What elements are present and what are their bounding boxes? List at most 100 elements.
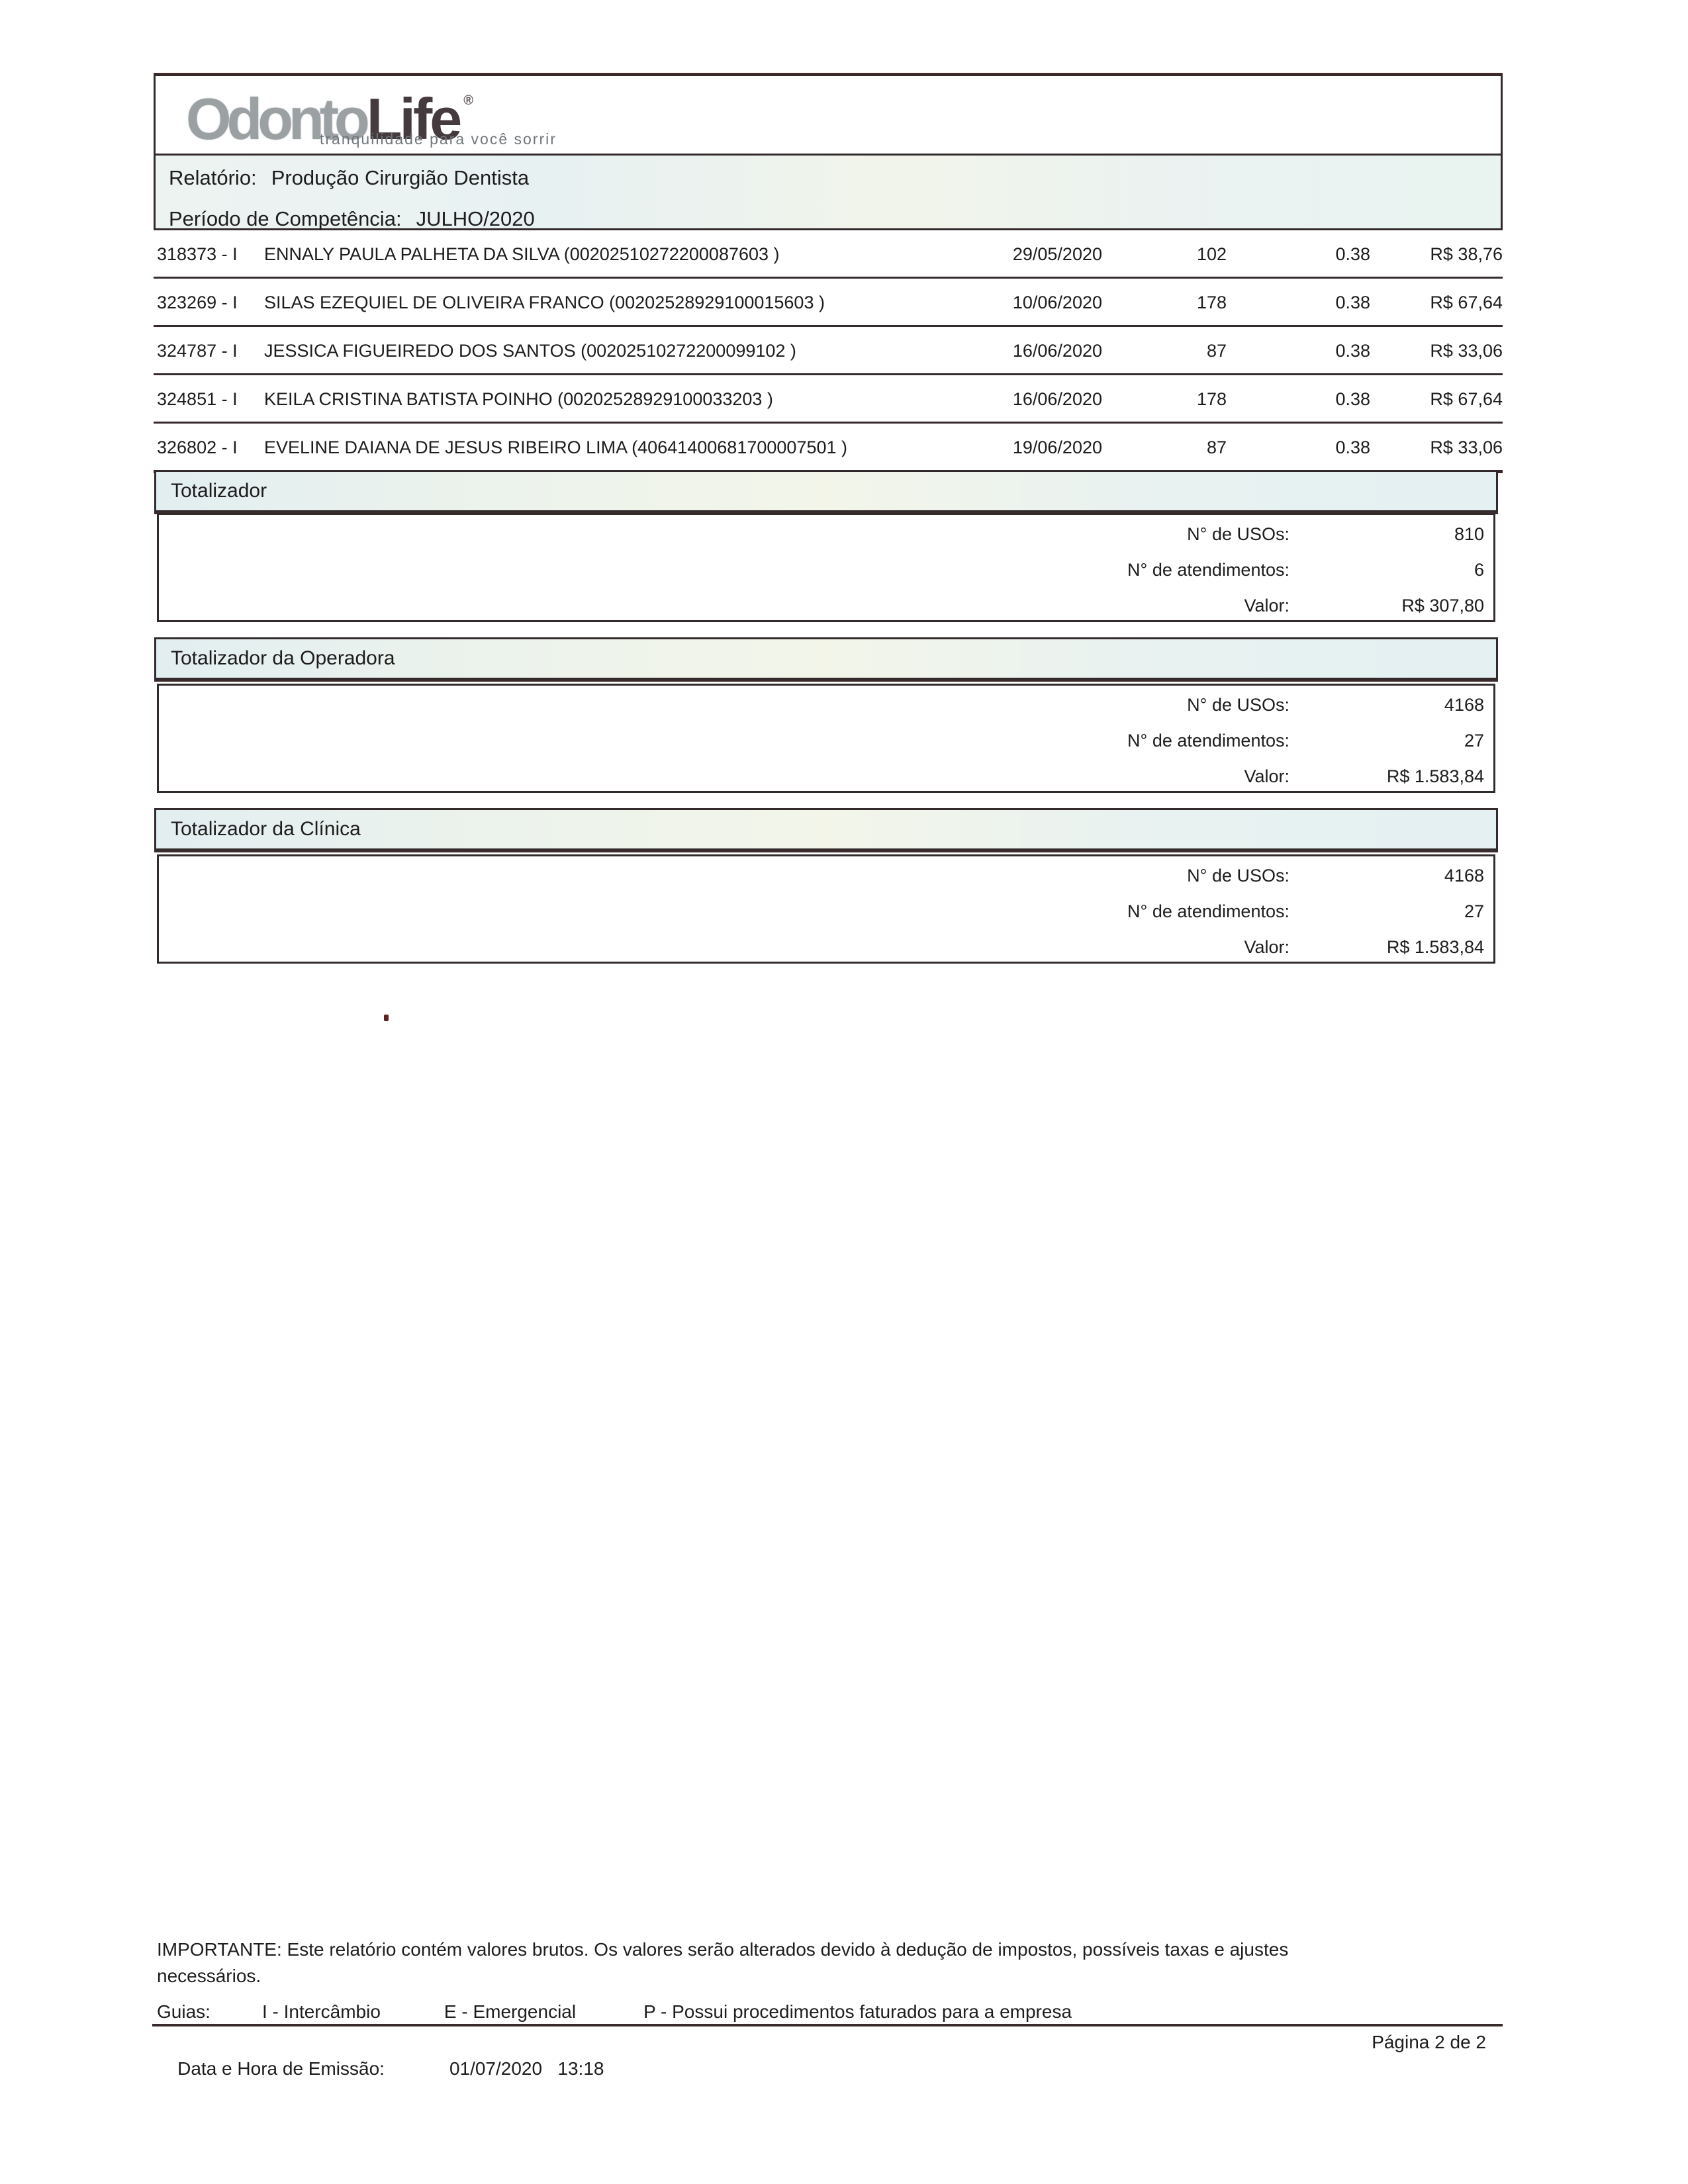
guias-legend: Guias: I - Intercâmbio E - Emergencial P… bbox=[157, 2001, 1072, 2023]
value-cell: R$ 38,76 bbox=[1430, 244, 1503, 264]
table-row: 324851 - I KEILA CRISTINA BATISTA POINHO … bbox=[154, 375, 1503, 424]
uses-cell: 87 bbox=[1206, 341, 1227, 361]
valor-label: Valor: bbox=[1244, 936, 1289, 957]
totalizer-title: Totalizador bbox=[171, 480, 267, 502]
factor-cell: 0.38 bbox=[1335, 244, 1370, 264]
valor-label: Valor: bbox=[1244, 766, 1289, 786]
valor-row: Valor: R$ 307,80 bbox=[159, 588, 1493, 623]
valor-value: R$ 1.583,84 bbox=[1386, 766, 1484, 786]
atendimentos-value: 27 bbox=[1464, 901, 1484, 921]
value-cell: R$ 67,64 bbox=[1430, 389, 1503, 409]
emission-label: Data e Hora de Emissão: bbox=[177, 2058, 385, 2079]
scan-artifact-dot bbox=[384, 1015, 389, 1021]
period-value: JULHO/2020 bbox=[416, 207, 535, 230]
valor-row: Valor: R$ 1.583,84 bbox=[159, 929, 1493, 965]
operator-totalizer-title: Totalizador da Operadora bbox=[171, 647, 395, 669]
valor-row: Valor: R$ 1.583,84 bbox=[159, 758, 1493, 794]
table-row: 326802 - I EVELINE DAIANA DE JESUS RIBEIR… bbox=[154, 424, 1503, 473]
valor-label: Valor: bbox=[1244, 595, 1289, 615]
clinic-totalizer-title: Totalizador da Clínica bbox=[171, 818, 361, 840]
atendimentos-label: N° de atendimentos: bbox=[1127, 901, 1289, 921]
atendimentos-value: 27 bbox=[1464, 730, 1484, 751]
guia-possui: P - Possui procedimentos faturados para … bbox=[643, 2001, 1072, 2022]
emission-row: Data e Hora de Emissão: 01/07/2020 13:18 bbox=[157, 2037, 604, 2101]
guide-id: 318373 - I bbox=[157, 244, 238, 264]
table-row: 323269 - I SILAS EZEQUIEL DE OLIVEIRA FRA… bbox=[154, 279, 1503, 327]
atendimentos-label: N° de atendimentos: bbox=[1127, 559, 1289, 580]
value-cell: R$ 33,06 bbox=[1430, 341, 1503, 361]
dentist-cell: 326802 - I EVELINE DAIANA DE JESUS RIBEIR… bbox=[154, 437, 970, 458]
usos-label: N° de USOs: bbox=[1187, 865, 1289, 886]
valor-value: R$ 307,80 bbox=[1401, 595, 1484, 615]
logo-area: Odonto Life ® tranquilidade para você sorr… bbox=[156, 76, 1501, 154]
dentist-cell: 324787 - I JESSICA FIGUEIREDO DOS SANTOS … bbox=[154, 341, 970, 361]
uses-cell: 178 bbox=[1196, 389, 1227, 409]
guias-label: Guias: bbox=[157, 2001, 211, 2022]
clinic-totalizer-box: N° de USOs: 4168 N° de atendimentos: 27 … bbox=[157, 854, 1495, 964]
patient-name: ENNALY PAULA PALHETA DA SILVA (002025102… bbox=[264, 244, 780, 264]
usos-label: N° de USOs: bbox=[1187, 694, 1289, 715]
guia-intercambio: I - Intercâmbio bbox=[261, 2001, 381, 2022]
production-rows: 318373 - I ENNALY PAULA PALHETA DA SILVA … bbox=[154, 230, 1503, 473]
usos-row: N° de USOs: 4168 bbox=[159, 687, 1493, 723]
uses-cell: 178 bbox=[1196, 293, 1227, 312]
logo-odonto-text: Odonto bbox=[186, 86, 370, 152]
factor-cell: 0.38 bbox=[1335, 293, 1370, 312]
atendimentos-row: N° de atendimentos: 6 bbox=[159, 552, 1493, 588]
table-row: 324787 - I JESSICA FIGUEIREDO DOS SANTOS … bbox=[154, 327, 1503, 375]
usos-label: N° de USOs: bbox=[1187, 523, 1289, 544]
important-line2: necessários. bbox=[157, 1966, 261, 1986]
date-cell: 19/06/2020 bbox=[1012, 437, 1102, 457]
totalizer-box: N° de USOs: 810 N° de atendimentos: 6 Va… bbox=[157, 513, 1495, 622]
usos-value: 810 bbox=[1454, 523, 1484, 544]
report-label: Relatório: bbox=[169, 166, 257, 189]
report-header-box: Odonto Life ® tranquilidade para você sorr… bbox=[154, 74, 1503, 230]
report-title-band: Relatório: Produção Cirurgião Dentista Pe… bbox=[156, 154, 1501, 231]
factor-cell: 0.38 bbox=[1335, 437, 1370, 457]
period-label: Período de Competência: bbox=[169, 207, 402, 230]
patient-name: KEILA CRISTINA BATISTA POINHO (002025289… bbox=[264, 389, 773, 409]
usos-value: 4168 bbox=[1444, 865, 1484, 886]
patient-name: EVELINE DAIANA DE JESUS RIBEIRO LIMA (40… bbox=[264, 437, 847, 457]
logo-tagline: tranquilidade para você sorrir bbox=[320, 130, 557, 148]
dentist-cell: 323269 - I SILAS EZEQUIEL DE OLIVEIRA FRA… bbox=[154, 293, 970, 313]
valor-value: R$ 1.583,84 bbox=[1386, 936, 1484, 957]
usos-value: 4168 bbox=[1444, 694, 1484, 715]
value-cell: R$ 67,64 bbox=[1430, 293, 1503, 312]
factor-cell: 0.38 bbox=[1335, 389, 1370, 409]
factor-cell: 0.38 bbox=[1335, 341, 1370, 361]
dentist-cell: 324851 - I KEILA CRISTINA BATISTA POINHO … bbox=[154, 389, 970, 410]
logo-life-text: Life bbox=[366, 86, 462, 152]
report-value: Produção Cirurgião Dentista bbox=[271, 166, 530, 189]
operator-totalizer-title-bar: Totalizador da Operadora bbox=[154, 637, 1498, 680]
date-cell: 16/06/2020 bbox=[1012, 341, 1102, 361]
atendimentos-row: N° de atendimentos: 27 bbox=[159, 723, 1493, 758]
uses-cell: 102 bbox=[1196, 244, 1227, 264]
totalizer-title-bar: Totalizador bbox=[154, 470, 1498, 512]
date-cell: 29/05/2020 bbox=[1012, 244, 1102, 264]
atendimentos-label: N° de atendimentos: bbox=[1127, 730, 1289, 751]
table-row: 318373 - I ENNALY PAULA PALHETA DA SILVA … bbox=[154, 230, 1503, 279]
important-line1: IMPORTANTE: Este relatório contém valore… bbox=[157, 1939, 1289, 1960]
date-cell: 16/06/2020 bbox=[1012, 389, 1102, 409]
date-cell: 10/06/2020 bbox=[1012, 293, 1102, 312]
atendimentos-value: 6 bbox=[1474, 559, 1484, 580]
guide-id: 323269 - I bbox=[157, 293, 238, 312]
usos-row: N° de USOs: 810 bbox=[159, 516, 1493, 552]
patient-name: SILAS EZEQUIEL DE OLIVEIRA FRANCO (00202… bbox=[264, 293, 825, 312]
guia-emergencial: E - Emergencial bbox=[444, 2001, 577, 2022]
operator-totalizer-box: N° de USOs: 4168 N° de atendimentos: 27 … bbox=[157, 684, 1495, 793]
report-line: Relatório: Produção Cirurgião Dentista bbox=[169, 166, 529, 190]
atendimentos-row: N° de atendimentos: 27 bbox=[159, 893, 1493, 929]
guide-id: 324787 - I bbox=[157, 341, 238, 361]
dentist-cell: 318373 - I ENNALY PAULA PALHETA DA SILVA … bbox=[154, 244, 970, 265]
guide-id: 324851 - I bbox=[157, 389, 238, 409]
emission-value: 01/07/2020 13:18 bbox=[449, 2058, 604, 2079]
important-note: IMPORTANTE: Este relatório contém valore… bbox=[157, 1936, 1415, 1989]
odontolife-logo: Odonto Life ® bbox=[186, 85, 473, 153]
guide-id: 326802 - I bbox=[157, 437, 238, 457]
period-line: Período de Competência: JULHO/2020 bbox=[169, 207, 535, 231]
uses-cell: 87 bbox=[1206, 437, 1227, 457]
registered-mark-icon: ® bbox=[463, 93, 473, 108]
